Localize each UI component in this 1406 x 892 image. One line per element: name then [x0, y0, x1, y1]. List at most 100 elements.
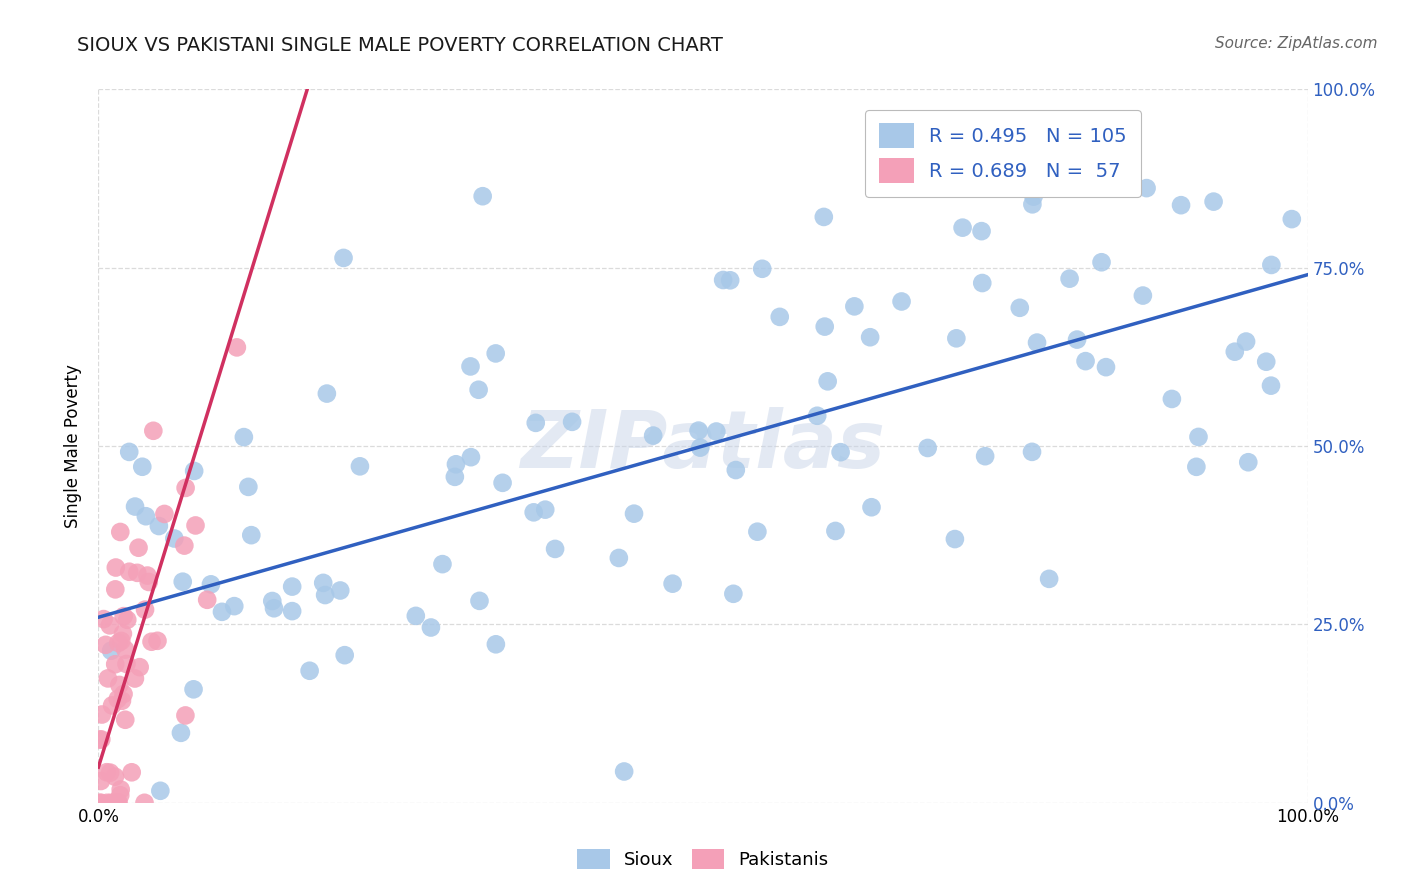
- Point: [108, 678, 131, 692]
- Point: [917, 441, 939, 455]
- Point: [262, 594, 284, 608]
- Point: [1281, 212, 1303, 227]
- Point: [1008, 301, 1031, 315]
- Point: [830, 445, 852, 459]
- Point: [643, 428, 665, 442]
- Point: [623, 507, 645, 521]
- Point: [136, 568, 159, 582]
- Point: [723, 587, 745, 601]
- Point: [1059, 271, 1081, 285]
- Point: [148, 519, 170, 533]
- Point: [1187, 430, 1209, 444]
- Point: [118, 445, 141, 459]
- Point: [972, 276, 994, 290]
- Point: [153, 507, 176, 521]
- Point: [124, 500, 146, 514]
- Point: [561, 415, 583, 429]
- Point: [769, 310, 792, 324]
- Point: [943, 532, 966, 546]
- Point: [467, 383, 489, 397]
- Point: [211, 605, 233, 619]
- Point: [1237, 455, 1260, 469]
- Point: [100, 644, 122, 658]
- Point: [314, 588, 336, 602]
- Point: [110, 782, 132, 797]
- Point: [1260, 378, 1282, 392]
- Point: [174, 708, 197, 723]
- Point: [1038, 572, 1060, 586]
- Point: [232, 430, 254, 444]
- Point: [172, 574, 194, 589]
- Point: [138, 574, 160, 589]
- Point: [860, 500, 883, 515]
- Point: [534, 502, 557, 516]
- Point: [281, 580, 304, 594]
- Point: [118, 565, 141, 579]
- Point: [224, 599, 246, 614]
- Point: [485, 637, 508, 651]
- Point: [240, 528, 263, 542]
- Text: Source: ZipAtlas.com: Source: ZipAtlas.com: [1215, 36, 1378, 51]
- Point: [263, 601, 285, 615]
- Point: [112, 609, 135, 624]
- Point: [711, 273, 734, 287]
- Point: [104, 657, 127, 672]
- Point: [90, 796, 112, 810]
- Text: SIOUX VS PAKISTANI SINGLE MALE POVERTY CORRELATION CHART: SIOUX VS PAKISTANI SINGLE MALE POVERTY C…: [77, 36, 723, 54]
- Point: [405, 608, 427, 623]
- Point: [471, 189, 494, 203]
- Point: [751, 261, 773, 276]
- Point: [349, 459, 371, 474]
- Point: [814, 319, 837, 334]
- Point: [1090, 255, 1112, 269]
- Point: [142, 424, 165, 438]
- Legend: R = 0.495   N = 105, R = 0.689   N =  57: R = 0.495 N = 105, R = 0.689 N = 57: [865, 110, 1140, 196]
- Point: [1022, 189, 1045, 203]
- Point: [1160, 392, 1182, 406]
- Point: [817, 374, 839, 388]
- Point: [89, 796, 111, 810]
- Point: [104, 770, 127, 784]
- Point: [1132, 288, 1154, 302]
- Point: [813, 210, 835, 224]
- Point: [1066, 333, 1088, 347]
- Point: [128, 660, 150, 674]
- Point: [96, 796, 118, 810]
- Point: [1185, 459, 1208, 474]
- Point: [90, 774, 112, 789]
- Point: [718, 273, 741, 287]
- Point: [688, 424, 710, 438]
- Point: [131, 459, 153, 474]
- Point: [704, 425, 727, 439]
- Point: [419, 620, 441, 634]
- Point: [96, 765, 118, 780]
- Point: [94, 638, 117, 652]
- Point: [107, 692, 129, 706]
- Point: [173, 539, 195, 553]
- Point: [170, 726, 193, 740]
- Point: [544, 541, 567, 556]
- Point: [1256, 355, 1278, 369]
- Point: [460, 359, 482, 374]
- Point: [1021, 445, 1043, 459]
- Point: [114, 642, 136, 657]
- Point: [1202, 194, 1225, 209]
- Point: [859, 330, 882, 344]
- Point: [141, 634, 163, 648]
- Point: [127, 566, 149, 580]
- Text: ZIPatlas: ZIPatlas: [520, 407, 886, 485]
- Point: [1026, 335, 1049, 350]
- Point: [107, 796, 129, 810]
- Point: [613, 764, 636, 779]
- Point: [146, 633, 169, 648]
- Y-axis label: Single Male Poverty: Single Male Poverty: [65, 364, 83, 528]
- Point: [163, 532, 186, 546]
- Point: [114, 713, 136, 727]
- Point: [238, 480, 260, 494]
- Point: [824, 524, 846, 538]
- Point: [107, 796, 129, 810]
- Point: [98, 765, 121, 780]
- Point: [806, 409, 828, 423]
- Point: [149, 784, 172, 798]
- Point: [1260, 258, 1282, 272]
